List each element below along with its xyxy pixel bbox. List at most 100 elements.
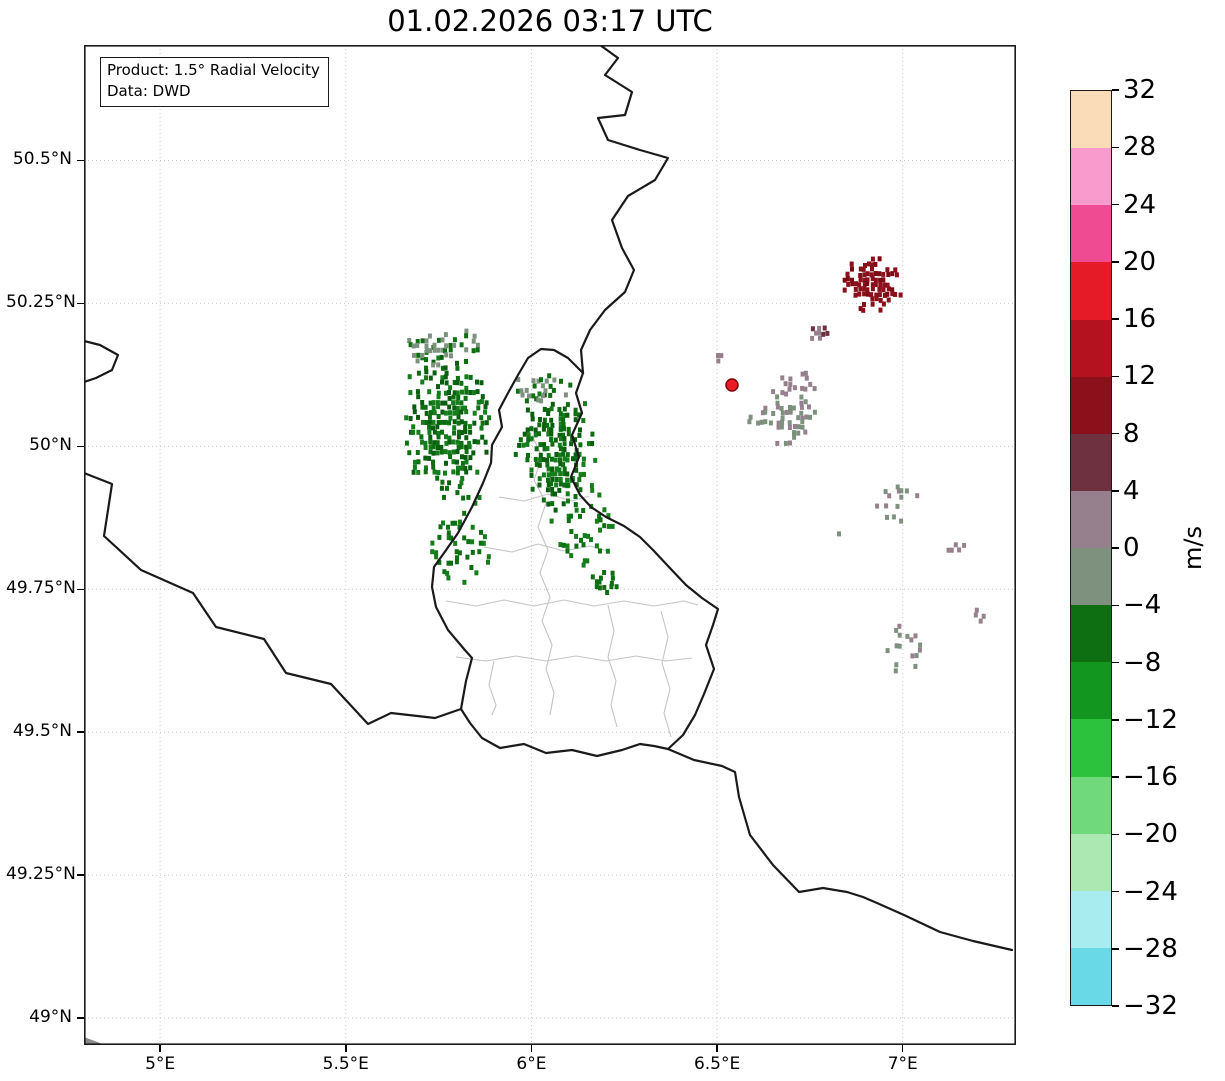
radar-echo-mid-main-echo	[513, 391, 598, 513]
x-axis-label: 5°E	[145, 1054, 176, 1074]
colorbar-segment	[1071, 319, 1111, 377]
colorbar-segment	[1071, 833, 1111, 891]
x-axis-label: 7°E	[887, 1054, 918, 1074]
y-axis-label: 50.25°N	[6, 292, 76, 313]
map-canvas	[82, 43, 1017, 1053]
y-axis-label: 49.25°N	[6, 864, 76, 885]
colorbar-tick-label: −16	[1123, 762, 1178, 792]
colorbar-segment	[1071, 433, 1111, 491]
y-axis-tick	[77, 302, 84, 305]
plot-title: 01.02.2026 03:17 UTC	[387, 4, 713, 38]
map-plot: Product: 1.5° Radial Velocity Data: DWD	[82, 43, 1017, 1053]
country-border	[82, 471, 463, 726]
y-axis-tick	[77, 445, 84, 448]
colorbar-segment	[1071, 205, 1111, 263]
colorbar-unit-label: m/s	[1179, 526, 1207, 570]
radar-echo-green-dot	[837, 531, 841, 537]
colorbar-segment	[1071, 490, 1111, 548]
y-axis-tick	[77, 731, 84, 733]
colorbar-tick	[1112, 719, 1119, 721]
colorbar-tick-label: 28	[1123, 132, 1157, 163]
x-axis: 5°E 5.5°E 6°E 6.5°E 7°E	[84, 1045, 1016, 1079]
colorbar	[1070, 90, 1112, 1006]
colorbar-tick	[1112, 661, 1119, 664]
colorbar-tick	[1112, 146, 1119, 148]
colorbar-tick	[1112, 833, 1119, 835]
colorbar-tick-label: −8	[1123, 647, 1162, 678]
radar-echo-west-gray-fringe	[407, 328, 480, 368]
product-label: Product: 1.5° Radial Velocity	[107, 61, 320, 79]
colorbar-segment	[1071, 776, 1111, 834]
colorbar-segment	[1071, 91, 1111, 149]
plot-frame	[84, 45, 1017, 1046]
y-axis-label: 50°N	[29, 435, 72, 456]
colorbar-segment	[1071, 947, 1111, 1005]
colorbar-tick	[1112, 1005, 1119, 1007]
x-axis-tick	[345, 1045, 347, 1052]
colorbar-segment	[1071, 148, 1111, 206]
colorbar-tick	[1112, 776, 1119, 778]
colorbar-tick	[1112, 948, 1119, 950]
colorbar-tick	[1112, 203, 1119, 206]
y-axis-tick	[77, 874, 84, 876]
colorbar-tick	[1112, 432, 1119, 435]
colorbar-tick-label: 12	[1123, 361, 1157, 392]
colorbar-segment	[1071, 262, 1111, 320]
x-axis-label: 6°E	[516, 1054, 547, 1074]
y-axis-label: 49.75°N	[6, 578, 76, 599]
colorbar-tick	[1112, 89, 1119, 91]
admin-border	[455, 655, 693, 662]
admin-border	[607, 604, 618, 728]
colorbar-tick	[1112, 604, 1119, 606]
colorbar-tick-label: 32	[1123, 75, 1157, 105]
colorbar-tick-label: 8	[1123, 418, 1140, 449]
radar-echo-south-dots	[590, 570, 619, 595]
radar-echo-near-radar-mauve	[780, 370, 817, 397]
radar-echo-dark-red-blob	[842, 256, 903, 313]
x-axis-tick	[159, 1045, 161, 1052]
country-border	[579, 43, 670, 375]
colorbar-tick-label: −20	[1123, 819, 1178, 850]
y-axis-label: 49°N	[29, 1007, 72, 1028]
radar-echo-mid-gray-fringe	[516, 373, 573, 404]
colorbar-tick	[1112, 490, 1119, 492]
colorbar-tick-label: −24	[1123, 876, 1178, 907]
radar-echo-mid-tail	[549, 477, 615, 568]
product-info-box: Product: 1.5° Radial Velocity Data: DWD	[100, 57, 329, 107]
country-border	[430, 347, 585, 711]
colorbar-tick	[1112, 890, 1119, 893]
radar-echo-mauve-patch	[810, 325, 830, 341]
x-axis-label: 6.5°E	[693, 1054, 741, 1074]
y-axis-label: 49.5°N	[12, 721, 72, 742]
radar-echo-west-tail	[430, 484, 491, 585]
colorbar-segment	[1071, 376, 1111, 434]
colorbar-tick	[1112, 375, 1119, 377]
x-axis-tick	[901, 1045, 904, 1052]
y-axis: 50.5°N 50.25°N 50°N 49.75°N 49.5°N 49.25°N 49°…	[6, 45, 84, 1045]
y-axis-tick	[77, 159, 84, 162]
y-axis-tick	[77, 1017, 84, 1019]
admin-border	[445, 599, 699, 607]
colorbar-segment	[1071, 719, 1111, 777]
radar-echo-se-dot-2	[973, 607, 986, 624]
radar-echo-small-speck	[716, 353, 724, 364]
colorbar-tick-label: 20	[1123, 246, 1157, 277]
colorbar-tick	[1112, 547, 1119, 549]
colorbar-tick	[1112, 261, 1119, 263]
colorbar-tick-label: 24	[1123, 189, 1157, 220]
colorbar-tick-label: −28	[1123, 933, 1178, 964]
colorbar-segment	[1071, 890, 1111, 948]
admin-border	[498, 493, 590, 502]
x-axis-tick	[530, 1045, 533, 1052]
colorbar-segment	[1071, 605, 1111, 663]
country-border	[569, 371, 1014, 952]
x-axis-tick	[716, 1045, 718, 1052]
colorbar-tick-label: −12	[1123, 704, 1178, 735]
radar-echo-se-streak-2	[885, 623, 923, 674]
colorbar-tick-label: −32	[1123, 991, 1178, 1021]
radar-echo-se-streak-1	[875, 484, 920, 524]
admin-border	[488, 660, 497, 716]
admin-border	[531, 434, 555, 716]
data-source-label: Data: DWD	[107, 82, 191, 100]
